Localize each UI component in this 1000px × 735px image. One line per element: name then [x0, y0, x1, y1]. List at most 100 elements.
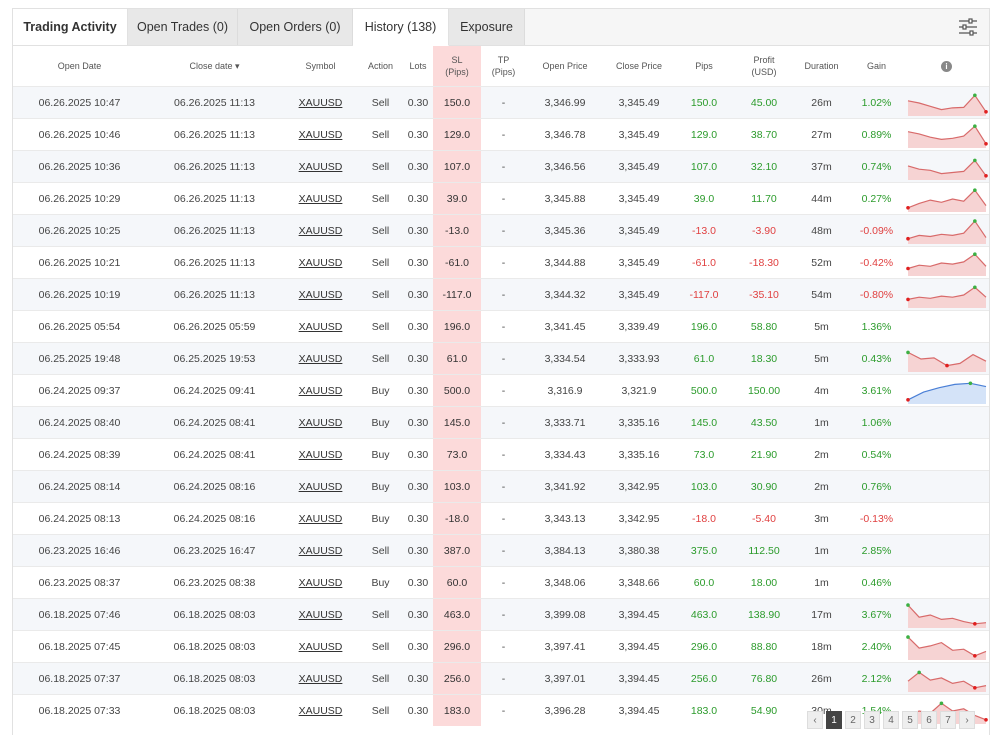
table-row[interactable]: 06.26.2025 10:21 06.26.2025 11:13 XAUUSD Se…: [13, 246, 989, 279]
info-icon[interactable]: i: [941, 61, 952, 72]
table-row[interactable]: 06.26.2025 10:19 06.26.2025 11:13 XAUUSD Se…: [13, 278, 989, 311]
symbol-link[interactable]: XAUUSD: [298, 608, 343, 621]
col-pips[interactable]: Pips: [695, 61, 713, 71]
equity-sparkline[interactable]: [905, 218, 988, 244]
symbol-link[interactable]: XAUUSD: [298, 320, 343, 333]
table-row[interactable]: 06.23.2025 16:46 06.23.2025 16:47 XAUUSD Se…: [13, 534, 989, 567]
open-price-cell: 3,333.71: [526, 406, 604, 439]
symbol-link[interactable]: XAUUSD: [298, 96, 343, 109]
table-row[interactable]: 06.25.2025 19:48 06.25.2025 19:53 XAUUSD Se…: [13, 342, 989, 375]
col-duration[interactable]: Duration: [804, 61, 839, 71]
action-cell: Sell: [358, 86, 403, 119]
sparkline-line: [907, 604, 986, 624]
page-button[interactable]: 5: [902, 711, 918, 729]
table-row[interactable]: 06.18.2025 07:46 06.18.2025 08:03 XAUUSD Se…: [13, 598, 989, 631]
equity-sparkline[interactable]: [906, 90, 988, 116]
symbol-link[interactable]: XAUUSD: [298, 512, 343, 525]
equity-sparkline[interactable]: [905, 186, 988, 212]
pips-cell: 296.0: [674, 630, 734, 663]
table-row[interactable]: 06.24.2025 09:37 06.24.2025 09:41 XAUUSD Bu…: [13, 374, 989, 407]
col-profit[interactable]: Profit (USD): [734, 46, 794, 87]
symbol-link[interactable]: XAUUSD: [298, 224, 343, 237]
prev-page-button[interactable]: ‹: [807, 711, 823, 729]
lots-cell: 0.30: [403, 438, 433, 471]
page-button[interactable]: 7: [940, 711, 956, 729]
gain-cell: 0.74%: [849, 150, 904, 183]
symbol-link[interactable]: XAUUSD: [298, 480, 343, 493]
symbol-link[interactable]: XAUUSD: [298, 160, 343, 173]
table-row[interactable]: 06.26.2025 10:47 06.26.2025 11:13 XAUUSD Se…: [13, 86, 989, 119]
symbol-link[interactable]: XAUUSD: [298, 416, 343, 429]
symbol-link[interactable]: XAUUSD: [298, 128, 343, 141]
tab-open-trades[interactable]: Open Trades (0): [128, 9, 238, 45]
col-close-date[interactable]: Close date ▾: [189, 61, 240, 71]
duration-cell: 26m: [794, 662, 849, 695]
col-close-price[interactable]: Close Price: [615, 61, 662, 71]
table-row[interactable]: 06.18.2025 07:33 06.18.2025 08:03 XAUUSD Se…: [13, 694, 989, 726]
page-button[interactable]: 4: [883, 711, 899, 729]
table-row[interactable]: 06.26.2025 10:29 06.26.2025 11:13 XAUUSD Se…: [13, 182, 989, 215]
symbol-link[interactable]: XAUUSD: [298, 352, 343, 365]
profit-cell: 21.90: [734, 438, 794, 471]
equity-sparkline[interactable]: [906, 154, 988, 180]
symbol-link[interactable]: XAUUSD: [298, 640, 343, 653]
equity-sparkline[interactable]: [906, 666, 988, 692]
action-cell: Sell: [358, 278, 403, 311]
col-action[interactable]: Action: [367, 61, 393, 71]
filter-settings-icon[interactable]: [957, 17, 979, 37]
symbol-link[interactable]: XAUUSD: [298, 544, 343, 557]
col-open-price[interactable]: Open Price: [542, 61, 588, 71]
symbol-link[interactable]: XAUUSD: [298, 288, 343, 301]
table-row[interactable]: 06.26.2025 05:54 06.26.2025 05:59 XAUUSD Se…: [13, 310, 989, 343]
col-open-date[interactable]: Open Date: [57, 61, 102, 71]
table-row[interactable]: 06.23.2025 08:37 06.23.2025 08:38 XAUUSD Bu…: [13, 566, 989, 599]
equity-sparkline[interactable]: [905, 282, 988, 308]
symbol-link[interactable]: XAUUSD: [298, 384, 343, 397]
tab-trading-activity[interactable]: Trading Activity: [13, 9, 128, 45]
symbol-link[interactable]: XAUUSD: [298, 576, 343, 589]
tab-open-orders[interactable]: Open Orders (0): [238, 9, 353, 45]
action-cell: Sell: [358, 598, 403, 631]
tab-exposure[interactable]: Exposure: [449, 9, 525, 45]
symbol-link[interactable]: XAUUSD: [298, 256, 343, 269]
equity-sparkline[interactable]: [906, 122, 988, 148]
next-page-button[interactable]: ›: [959, 711, 975, 729]
page-button[interactable]: 6: [921, 711, 937, 729]
symbol-link[interactable]: XAUUSD: [298, 448, 343, 461]
equity-sparkline[interactable]: [905, 250, 988, 276]
lots-cell: 0.30: [403, 342, 433, 375]
gain-cell: -0.09%: [849, 214, 904, 247]
table-row[interactable]: 06.26.2025 10:25 06.26.2025 11:13 XAUUSD Se…: [13, 214, 989, 247]
table-row[interactable]: 06.24.2025 08:13 06.24.2025 08:16 XAUUSD Bu…: [13, 502, 989, 535]
col-symbol[interactable]: Symbol: [305, 61, 336, 71]
equity-sparkline[interactable]: [905, 378, 988, 404]
table-row[interactable]: 06.24.2025 08:40 06.24.2025 08:41 XAUUSD Bu…: [13, 406, 989, 439]
table-row[interactable]: 06.26.2025 10:46 06.26.2025 11:13 XAUUSD Se…: [13, 118, 989, 151]
table-row[interactable]: 06.24.2025 08:39 06.24.2025 08:41 XAUUSD Bu…: [13, 438, 989, 471]
symbol-link[interactable]: XAUUSD: [298, 192, 343, 205]
equity-sparkline[interactable]: [905, 602, 988, 628]
equity-sparkline[interactable]: [905, 634, 988, 660]
table-row[interactable]: 06.18.2025 07:37 06.18.2025 08:03 XAUUSD Se…: [13, 662, 989, 695]
equity-sparkline[interactable]: [905, 346, 988, 372]
col-gain[interactable]: Gain: [866, 61, 886, 71]
close-price-cell: 3,342.95: [604, 502, 674, 535]
page-button[interactable]: 2: [845, 711, 861, 729]
profit-cell: 43.50: [734, 406, 794, 439]
page-button[interactable]: 1: [826, 711, 842, 729]
col-sl[interactable]: SL (Pips): [433, 46, 481, 87]
profit-cell: 76.80: [734, 662, 794, 695]
symbol-link[interactable]: XAUUSD: [298, 704, 343, 717]
table-row[interactable]: 06.24.2025 08:14 06.24.2025 08:16 XAUUSD Bu…: [13, 470, 989, 503]
close-price-cell: 3,345.49: [604, 182, 674, 215]
col-tp[interactable]: TP (Pips): [481, 46, 526, 87]
sparkline-max-point: [939, 701, 943, 705]
tab-history[interactable]: History (138): [353, 9, 449, 46]
table-row[interactable]: 06.18.2025 07:45 06.18.2025 08:03 XAUUSD Se…: [13, 630, 989, 663]
symbol-link[interactable]: XAUUSD: [298, 672, 343, 685]
lots-cell: 0.30: [403, 630, 433, 663]
table-row[interactable]: 06.26.2025 10:36 06.26.2025 11:13 XAUUSD Se…: [13, 150, 989, 183]
page-button[interactable]: 3: [864, 711, 880, 729]
tab-bar: Trading Activity Open Trades (0) Open Or…: [13, 9, 989, 46]
col-lots[interactable]: Lots: [409, 61, 427, 71]
